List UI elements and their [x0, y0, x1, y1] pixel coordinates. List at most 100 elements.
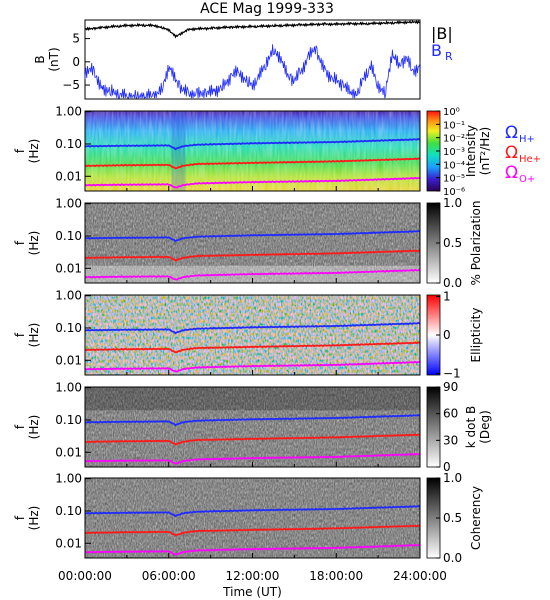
- series-line-b-total: [84, 19, 421, 39]
- freq-ytick-label: 0.10: [55, 504, 82, 518]
- colorbar-tick-label: 10⁻²: [443, 134, 465, 145]
- cyclotron-line-h-plus: [84, 505, 421, 518]
- cyclotron-line-he-plus: [84, 524, 421, 537]
- colorbar-tick-label: 60: [443, 407, 458, 421]
- colorbar-tick-label: 10⁰: [443, 107, 460, 118]
- kdotb-highf: [85, 387, 420, 411]
- cyclotron-line-o-plus: [84, 360, 421, 373]
- colorbar-tick-label: −1: [443, 366, 461, 380]
- chart-title: ACE Mag 1999-333: [200, 1, 334, 17]
- freq-ytick-label: 1.00: [55, 197, 82, 211]
- cyclotron-line-o-plus: [84, 176, 421, 189]
- time-tick-label: 12:00:00: [226, 569, 280, 583]
- cyclotron-line-o-plus: [84, 543, 421, 556]
- ellipticity-spectrogram: [85, 295, 420, 375]
- time-tick-label: 00:00:00: [58, 569, 112, 583]
- freq-ytick-label: 0.01: [55, 261, 82, 275]
- freq-ytick-label: 1.00: [55, 289, 82, 303]
- freq-ytick-label: 0.10: [55, 413, 82, 427]
- freq-ylabel: f: [13, 240, 27, 245]
- legend-omega-h-plus: Ω: [505, 123, 518, 143]
- colorbar-label: k dot B: [464, 406, 478, 448]
- freq-ylabel-units: (Hz): [27, 139, 41, 164]
- freq-ylabel: f: [13, 332, 27, 337]
- freq-ytick-label: 1.00: [55, 472, 82, 486]
- mag-ytick-label: −5: [62, 78, 80, 92]
- colorbar-label: % Polarization: [469, 201, 483, 286]
- freq-ytick-label: 0.01: [55, 353, 82, 367]
- panel-kdotb: 1.00 0.10 0.01 f (Hz) 90 60 30 0 k dot B (Deg): [13, 380, 492, 474]
- cyclotron-line-he-plus: [84, 249, 421, 262]
- colorbar-label-units: (Deg): [478, 410, 492, 444]
- cyclotron-line-h-plus: [84, 322, 421, 335]
- mag-ytick-label: 5: [72, 32, 80, 46]
- freq-ytick-label: 0.01: [55, 169, 82, 183]
- colorbar-tick-label: 0.0: [443, 551, 462, 565]
- legend-omega-sub-o-plus: O+: [519, 174, 535, 185]
- mag-ytick-label: 0: [72, 55, 80, 69]
- cyclotron-line-he-plus: [84, 157, 421, 170]
- freq-ylabel-units: (Hz): [27, 506, 41, 531]
- colorbar-tick-label: 10⁻⁶: [443, 187, 465, 198]
- legend-b-radial: B: [431, 41, 442, 60]
- legend-omega-he-plus: Ω: [505, 143, 518, 163]
- colorbar-tick-label: 0.0: [443, 276, 462, 290]
- legend-b-radial-sub: R: [445, 50, 453, 63]
- kdotb-spectrogram: [85, 387, 420, 467]
- freq-ylabel-units: (Hz): [27, 323, 41, 348]
- coherency-spectrogram: [85, 478, 420, 558]
- freq-ytick-label: 0.01: [55, 445, 82, 459]
- freq-ytick-label: 0.10: [55, 321, 82, 335]
- panel-intensity: 1.00 0.10 0.01 f (Hz) 10⁰ 10⁻¹ 10⁻² 10⁻³ 10⁻⁴ 10⁻⁵…: [13, 105, 541, 198]
- colorbar-tick-label: 10⁻³: [443, 147, 465, 158]
- colorbar-label-units: (nT²/Hz): [478, 127, 492, 175]
- mag-ylabel: B: [33, 55, 47, 63]
- freq-ylabel: f: [13, 148, 27, 153]
- time-tick-label: 06:00:00: [142, 569, 196, 583]
- intensity-texture: [85, 111, 420, 191]
- mag-ylabel-units: (nT): [47, 47, 61, 71]
- cyclotron-line-he-plus: [84, 341, 421, 354]
- colorbar-tick-label: 0: [443, 460, 451, 474]
- freq-ytick-label: 0.10: [55, 137, 82, 151]
- colorbar-tick-label: 10⁻⁴: [443, 160, 465, 171]
- panel-polarization: 1.00 0.10 0.01 f (Hz) 1.0 0.5 0.0 % Polarization: [13, 196, 483, 290]
- legend-b-total: |B|: [431, 24, 453, 43]
- series-line-b-radial: [84, 44, 421, 100]
- freq-ylabel: f: [13, 515, 27, 520]
- freq-ytick-label: 1.00: [55, 105, 82, 119]
- freq-ytick-label: 0.01: [55, 536, 82, 550]
- cyclotron-line-o-plus: [84, 452, 421, 465]
- freq-ytick-label: 0.10: [55, 229, 82, 243]
- colorbar-label: Intensity: [464, 125, 478, 177]
- cyclotron-line-h-plus: [84, 414, 421, 427]
- freq-ylabel-units: (Hz): [27, 231, 41, 256]
- cyclotron-line-he-plus: [84, 433, 421, 446]
- time-tick-label: 18:00:00: [309, 569, 363, 583]
- colorbar-label: Ellipticity: [469, 308, 483, 363]
- kdotb-colorbar: [426, 386, 441, 468]
- legend-omega-sub-h-plus: H+: [519, 134, 535, 145]
- cyclotron-line-h-plus: [84, 230, 421, 243]
- colorbar-label: Coherency: [469, 486, 483, 550]
- legend-omega-sub-he-plus: He+: [519, 154, 541, 165]
- colorbar-tick-label: 10⁻¹: [443, 120, 465, 131]
- cyclotron-line-o-plus: [84, 268, 421, 281]
- time-tick-label: 24:00:00: [393, 569, 447, 583]
- colorbar-tick-label: 0.5: [443, 236, 462, 250]
- panel-ellipticity: 1.00 0.10 0.01 f (Hz) 1 0 −1 Ellipticity: [13, 289, 483, 381]
- cyclotron-line-h-plus: [84, 138, 421, 151]
- panel-coherency: 1.00 0.10 0.01 f (Hz) 1.0 0.5 0.0 Coherency: [13, 471, 483, 565]
- time-axis-label: Time (UT): [222, 585, 282, 599]
- polarization-spectrogram: [85, 203, 420, 283]
- colorbar-tick-label: 30: [443, 433, 458, 447]
- freq-ytick-label: 1.00: [55, 381, 82, 395]
- colorbar-tick-label: 1: [443, 290, 451, 304]
- colorbar-tick-label: 1.0: [443, 196, 462, 210]
- colorbar-tick-label: 1.0: [443, 471, 462, 485]
- colorbar-tick-label: 10⁻⁵: [443, 174, 465, 185]
- colorbar-tick-label: 0.5: [443, 511, 462, 525]
- freq-ylabel: f: [13, 424, 27, 429]
